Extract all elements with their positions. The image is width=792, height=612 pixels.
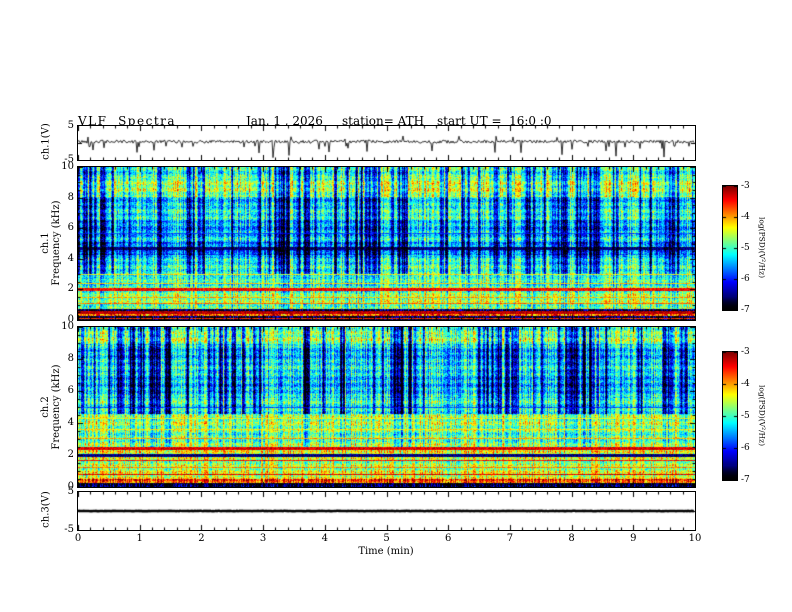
colorbar-ch2-label: log(PSD)(V²/Hz) xyxy=(757,384,767,447)
ch1-frequency-axis-label: ch.1 Frequency (kHz) xyxy=(40,188,62,298)
ch1-spectrogram-canvas xyxy=(78,167,695,320)
plot-title: VLF Spectra xyxy=(78,114,177,128)
ch3-voltage-panel xyxy=(77,491,696,531)
colorbar-ch1-label: log(PSD)(V²/Hz) xyxy=(757,216,767,279)
tick-label: -6 xyxy=(741,443,750,453)
tick-label: -3 xyxy=(741,181,750,191)
tick-label: 2 xyxy=(67,449,74,460)
colorbar-ch2-canvas xyxy=(723,352,737,480)
x-axis-title: Time (min) xyxy=(358,546,414,557)
colorbar-ch1 xyxy=(722,185,738,311)
tick-label: 0 xyxy=(74,533,82,544)
tick-label: -3 xyxy=(741,347,750,357)
ch1-spectrogram-panel xyxy=(77,166,696,321)
tick-label: -5 xyxy=(741,411,750,421)
ch1-axis-label-line2: Frequency (kHz) xyxy=(51,200,62,286)
ch1-axis-label-line1: ch.1 xyxy=(40,232,51,254)
tick-label: 4 xyxy=(321,533,328,544)
ch2-frequency-axis-label: ch.2 Frequency (kHz) xyxy=(40,352,62,462)
tick-label: 8 xyxy=(67,353,74,364)
ch1-voltage-panel xyxy=(77,125,696,161)
tick-label: 3 xyxy=(259,533,267,544)
tick-label: 5 xyxy=(383,533,390,544)
tick-label: 6 xyxy=(67,222,74,234)
tick-label: 7 xyxy=(506,533,514,544)
tick-label: -7 xyxy=(741,475,750,485)
tick-label: 0 xyxy=(67,314,74,325)
tick-label: 2 xyxy=(198,533,205,544)
ch2-spectrogram-panel xyxy=(77,326,696,488)
ch3-voltage-canvas xyxy=(78,492,695,530)
ch2-axis-label-line2: Frequency (kHz) xyxy=(51,364,62,450)
tick-label: -4 xyxy=(741,212,750,222)
tick-label: 9 xyxy=(630,533,637,544)
tick-label: -7 xyxy=(741,305,750,315)
tick-label: 10 xyxy=(61,321,74,332)
ch2-spectrogram-canvas xyxy=(78,327,695,487)
tick-label: 10 xyxy=(61,161,74,172)
tick-label: 0 xyxy=(67,481,74,492)
start-ut-label: start UT = 16:0 :0 xyxy=(437,114,552,128)
tick-label: -4 xyxy=(741,379,750,389)
tick-label: 1 xyxy=(136,533,143,544)
ch2-axis-label-line1: ch.2 xyxy=(40,396,51,418)
tick-label: -5 xyxy=(64,154,74,165)
tick-label: 6 xyxy=(445,533,452,544)
colorbar-ch2 xyxy=(722,351,738,481)
tick-label: 6 xyxy=(67,385,74,396)
tick-label: 2 xyxy=(67,283,74,295)
tick-label: -5 xyxy=(741,243,750,253)
tick-label: -5 xyxy=(64,524,74,535)
tick-label: -6 xyxy=(741,274,750,284)
tick-label: 10 xyxy=(688,533,702,544)
tick-label: 5 xyxy=(67,120,74,131)
tick-label: 4 xyxy=(67,252,74,264)
ch1-voltage-canvas xyxy=(78,126,695,160)
tick-label: 8 xyxy=(568,533,575,544)
tick-label: 8 xyxy=(67,191,74,203)
colorbar-ch1-canvas xyxy=(723,186,737,310)
tick-label: 4 xyxy=(67,417,74,428)
tick-label: 5 xyxy=(67,486,74,497)
station-label: station= ATH xyxy=(342,114,425,128)
date-label: Jan. 1 , 2026 xyxy=(246,114,323,128)
